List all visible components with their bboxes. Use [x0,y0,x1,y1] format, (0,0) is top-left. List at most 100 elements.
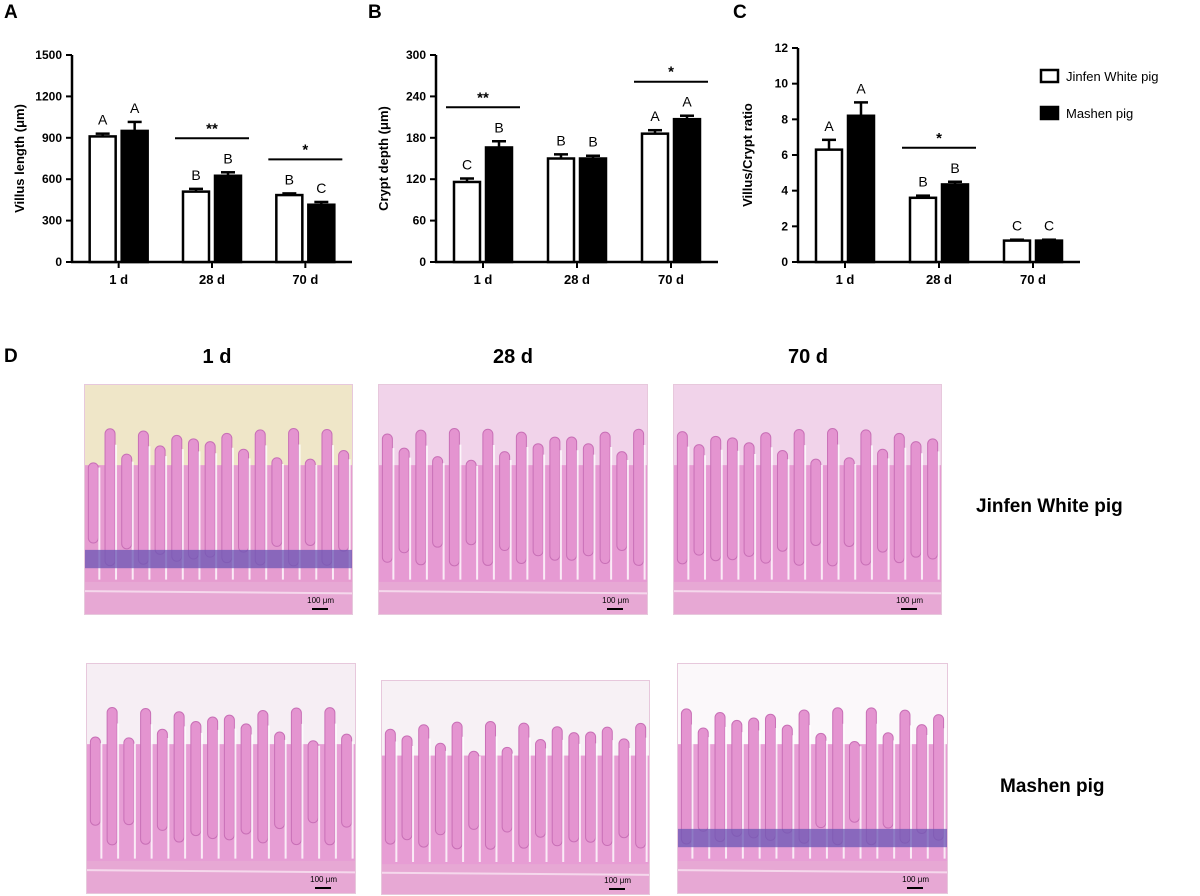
bar-mashen [307,203,336,264]
bar-jinfen [640,132,670,264]
significance-letter: B [223,150,232,166]
significance-stars: * [668,64,674,81]
bar-jinfen [814,148,844,264]
y-axis-label: Villus/Crypt ratio [740,103,755,207]
row-label-jinfen: Jinfen White pig [976,496,1123,517]
panel-label-c: C [733,2,747,23]
bar-mashen [672,117,702,264]
y-tick-label: 120 [406,172,426,186]
significance-stars: ** [206,120,218,137]
row-label-mashen: Mashen pig [1000,776,1105,797]
significance-stars: * [936,130,942,147]
panel-label-d: D [4,346,18,367]
scale-bar-label: 100 μm [902,875,929,884]
y-tick-label: 12 [775,41,789,55]
y-axis-label: Crypt depth (μm) [376,106,391,211]
y-tick-label: 0 [55,255,62,269]
y-tick-label: 6 [781,148,788,162]
significance-letter: B [285,171,294,187]
x-tick-label: 1 d [109,272,128,287]
x-tick-label: 1 d [836,272,855,287]
y-axis-label: Villus length (μm) [12,104,27,213]
x-tick-label: 1 d [474,272,493,287]
bar-mashen [940,183,970,264]
significance-letter: B [588,134,597,150]
significance-stars: ** [477,89,489,106]
panel-label-a: A [4,2,18,23]
micrograph-jinfen-1d: 100 μm [84,384,353,615]
y-tick-label: 10 [775,77,789,91]
scale-bar-label: 100 μm [604,876,631,885]
bar-mashen [846,114,876,264]
column-label-1d: 1 d [202,346,232,368]
micrograph-mashen-1d: 100 μm [86,663,356,894]
y-tick-label: 2 [781,219,788,233]
column-label-70d: 70 d [787,346,829,368]
bar-mashen [120,129,149,264]
significance-letter: A [824,118,834,134]
bar-mashen [484,146,514,264]
y-tick-label: 180 [406,131,426,145]
bar-mashen [578,157,608,264]
y-tick-label: 240 [406,89,426,103]
micrograph-jinfen-70d: 100 μm [673,384,942,615]
significance-letter: B [950,160,959,176]
significance-letter: A [856,80,866,96]
scale-bar-label: 100 μm [310,875,337,884]
micrograph-mashen-70d: 100 μm [677,663,948,894]
legend-swatch-jinfen [1039,68,1060,84]
significance-letter: B [918,174,927,190]
micrograph-mashen-28d: 100 μm [381,680,650,895]
scale-bar-line [607,608,623,610]
legend-label-mashen: Mashen pig [1066,106,1133,121]
micrograph-jinfen-28d: 100 μm [378,384,648,615]
y-tick-label: 8 [781,112,788,126]
scale-bar-line [901,608,917,610]
scale-bar-line [312,608,328,610]
y-tick-label: 1500 [35,48,62,62]
significance-letter: B [556,132,565,148]
bar-jinfen [181,190,211,264]
significance-letter: A [98,112,108,128]
y-tick-label: 1200 [35,89,62,103]
bar-mashen [213,174,243,264]
y-tick-label: 60 [413,214,427,228]
significance-letter: C [316,180,326,196]
bar-jinfen [908,196,938,264]
significance-letter: A [682,94,692,110]
significance-letter: C [1012,218,1022,234]
legend-label-jinfen: Jinfen White pig [1066,69,1159,84]
x-tick-label: 28 d [199,272,225,287]
x-tick-label: 70 d [292,272,318,287]
significance-stars: * [302,141,308,158]
scale-bar-line [609,888,625,890]
bar-jinfen [275,193,304,264]
legend-swatch-mashen [1039,105,1060,121]
x-tick-label: 28 d [564,272,590,287]
bar-jinfen [1002,239,1032,264]
y-tick-label: 4 [781,184,788,198]
x-tick-label: 28 d [926,272,952,287]
y-tick-label: 900 [42,131,62,145]
scale-bar-label: 100 μm [307,596,334,605]
panel-label-b: B [368,2,382,23]
bar-jinfen [452,180,482,264]
bar-mashen [1034,239,1064,264]
y-tick-label: 300 [406,48,426,62]
y-tick-label: 300 [42,214,62,228]
significance-letter: A [130,100,140,116]
x-tick-label: 70 d [1020,272,1046,287]
y-tick-label: 0 [781,255,788,269]
x-tick-label: 70 d [658,272,684,287]
significance-letter: A [650,108,660,124]
bar-jinfen [546,157,576,264]
scale-bar-label: 100 μm [896,596,923,605]
scale-bar-line [315,887,331,889]
column-label-28d: 28 d [492,346,534,368]
scale-bar-line [907,887,923,889]
y-tick-label: 600 [42,172,62,186]
y-tick-label: 0 [419,255,426,269]
significance-letter: B [494,119,503,135]
significance-letter: C [462,157,472,173]
